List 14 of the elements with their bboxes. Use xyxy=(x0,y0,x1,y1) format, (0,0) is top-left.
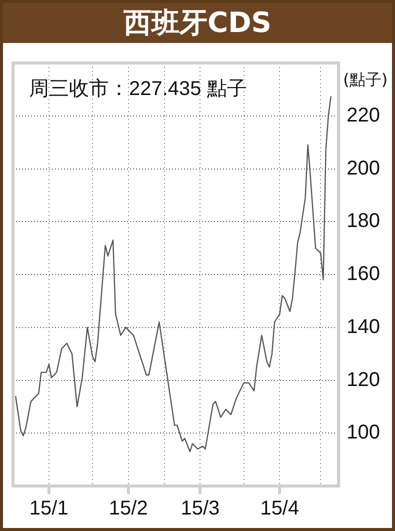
y-tick-label: 160 xyxy=(346,263,380,286)
y-axis-title: (點子) xyxy=(343,70,388,89)
y-tick-label: 180 xyxy=(346,210,380,232)
x-tick-label: 15/4 xyxy=(260,498,300,520)
y-tick-label: 220 xyxy=(346,104,380,126)
chart-title: 西班牙CDS xyxy=(3,3,392,43)
annotation: 周三收市：227.435 點子 xyxy=(29,78,247,100)
x-tick-label: 15/3 xyxy=(180,498,220,520)
x-tick-label: 15/1 xyxy=(29,498,68,520)
x-tick-label: 15/2 xyxy=(108,498,148,520)
y-tick-label: 200 xyxy=(346,157,380,180)
y-tick-label: 140 xyxy=(346,316,380,338)
y-tick-label: 120 xyxy=(346,368,380,391)
y-tick-label: 100 xyxy=(346,422,380,444)
